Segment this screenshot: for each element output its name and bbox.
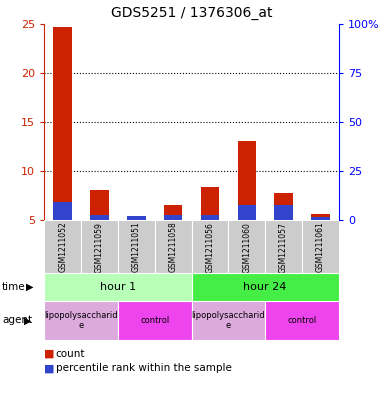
Text: GSM1211056: GSM1211056 <box>206 222 214 273</box>
Bar <box>164 205 182 220</box>
Bar <box>275 193 293 220</box>
Bar <box>54 202 72 220</box>
Bar <box>118 220 155 273</box>
Text: GSM1211057: GSM1211057 <box>279 222 288 273</box>
Bar <box>164 215 182 220</box>
Text: GSM1211061: GSM1211061 <box>316 222 325 272</box>
Bar <box>238 205 256 220</box>
Text: count: count <box>56 349 85 359</box>
Bar <box>44 273 192 301</box>
Bar <box>90 215 109 220</box>
Bar <box>201 215 219 220</box>
Text: ▶: ▶ <box>24 315 31 325</box>
Bar <box>311 217 330 220</box>
Text: GSM1211051: GSM1211051 <box>132 222 141 272</box>
Bar <box>192 220 228 273</box>
Bar <box>155 220 192 273</box>
Bar <box>118 301 192 340</box>
Bar <box>90 189 109 220</box>
Text: GSM1211052: GSM1211052 <box>58 222 67 272</box>
Text: control: control <box>140 316 169 325</box>
Text: agent: agent <box>2 315 32 325</box>
Bar <box>44 301 118 340</box>
Text: time: time <box>2 282 25 292</box>
Bar <box>192 301 265 340</box>
Bar <box>201 187 219 220</box>
Text: hour 24: hour 24 <box>243 282 287 292</box>
Text: lipopolysaccharid
e: lipopolysaccharid e <box>44 310 118 330</box>
Bar <box>44 220 81 273</box>
Text: GSM1211058: GSM1211058 <box>169 222 177 272</box>
Text: ■: ■ <box>44 349 55 359</box>
Bar <box>265 220 302 273</box>
Bar <box>54 27 72 220</box>
Title: GDS5251 / 1376306_at: GDS5251 / 1376306_at <box>111 6 272 20</box>
Bar <box>265 301 339 340</box>
Text: ■: ■ <box>44 363 55 373</box>
Bar <box>228 220 265 273</box>
Bar <box>311 214 330 220</box>
Text: GSM1211059: GSM1211059 <box>95 222 104 273</box>
Text: ▶: ▶ <box>26 282 33 292</box>
Bar <box>238 141 256 220</box>
Text: hour 1: hour 1 <box>100 282 136 292</box>
Bar <box>275 205 293 220</box>
Bar <box>127 216 146 220</box>
Text: GSM1211060: GSM1211060 <box>242 222 251 273</box>
Bar <box>81 220 118 273</box>
Bar <box>302 220 339 273</box>
Text: percentile rank within the sample: percentile rank within the sample <box>56 363 232 373</box>
Bar <box>127 216 146 220</box>
Text: control: control <box>287 316 316 325</box>
Text: lipopolysaccharid
e: lipopolysaccharid e <box>192 310 265 330</box>
Bar <box>192 273 339 301</box>
